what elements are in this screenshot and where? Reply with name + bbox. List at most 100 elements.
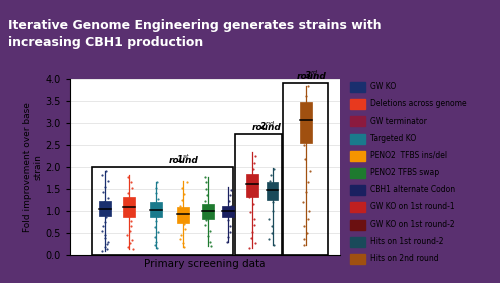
Point xyxy=(181,216,189,221)
Point xyxy=(180,245,188,249)
Point xyxy=(270,200,278,204)
Point xyxy=(302,190,310,195)
Point xyxy=(128,237,136,242)
Point xyxy=(251,241,259,246)
Point xyxy=(300,237,308,242)
Bar xyxy=(246,173,258,197)
Point xyxy=(247,187,255,191)
Bar xyxy=(92,167,234,255)
Bar xyxy=(350,185,364,195)
Point xyxy=(266,216,274,221)
Bar xyxy=(284,83,328,255)
Point xyxy=(226,193,234,198)
Point xyxy=(128,247,136,252)
Text: round: round xyxy=(252,113,282,132)
Point xyxy=(226,204,234,209)
Point xyxy=(101,185,109,189)
Point xyxy=(248,230,256,234)
Point xyxy=(225,199,233,203)
Bar xyxy=(350,117,364,127)
Point xyxy=(156,205,164,210)
X-axis label: Primary screening data: Primary screening data xyxy=(144,259,266,269)
Point xyxy=(154,230,162,234)
Bar xyxy=(222,205,234,217)
Text: 1$^{st}$: 1$^{st}$ xyxy=(176,152,190,165)
Point xyxy=(268,230,276,235)
Point xyxy=(300,157,308,161)
Point xyxy=(305,129,313,133)
Point xyxy=(124,191,132,196)
Point xyxy=(124,209,132,214)
Text: GW terminator: GW terminator xyxy=(370,117,428,126)
Point xyxy=(250,154,258,158)
Text: GW KO: GW KO xyxy=(370,82,397,91)
Point xyxy=(304,180,312,185)
Point xyxy=(226,209,234,213)
Point xyxy=(124,245,132,249)
Point xyxy=(152,191,160,196)
Point xyxy=(100,245,108,249)
Text: Iterative Genome Engineering generates strains with: Iterative Genome Engineering generates s… xyxy=(8,19,381,32)
Point xyxy=(204,234,212,239)
Point xyxy=(202,187,210,191)
Point xyxy=(182,212,190,216)
Point xyxy=(300,143,308,147)
Bar xyxy=(202,204,213,219)
Point xyxy=(224,218,232,223)
Point xyxy=(204,203,212,208)
Text: 2$^{nd}$: 2$^{nd}$ xyxy=(259,119,276,132)
Point xyxy=(270,243,278,247)
Bar xyxy=(99,201,111,216)
Point xyxy=(152,186,160,190)
Point xyxy=(202,180,210,185)
Point xyxy=(99,190,107,195)
Point xyxy=(104,195,112,200)
Point xyxy=(265,237,273,242)
Text: Deletions across genome: Deletions across genome xyxy=(370,99,467,108)
Point xyxy=(176,237,184,242)
Point xyxy=(125,196,133,201)
Point xyxy=(128,180,136,185)
Point xyxy=(300,243,308,247)
Point xyxy=(102,242,110,246)
Point xyxy=(306,169,314,174)
Point xyxy=(126,229,134,233)
Bar xyxy=(124,197,136,217)
Point xyxy=(152,219,160,224)
Point xyxy=(124,174,132,179)
Point xyxy=(245,245,253,250)
Point xyxy=(300,224,308,228)
Point xyxy=(303,230,311,235)
Point xyxy=(124,201,132,205)
Point xyxy=(100,224,108,228)
Point xyxy=(248,173,256,178)
Point xyxy=(304,83,312,88)
Point xyxy=(180,208,188,212)
Point xyxy=(154,180,162,185)
Point xyxy=(152,235,160,239)
Point xyxy=(153,246,161,250)
Point xyxy=(152,239,160,244)
Bar xyxy=(350,151,364,161)
Point xyxy=(206,208,214,212)
Point xyxy=(202,174,209,179)
Bar xyxy=(178,207,190,223)
Point xyxy=(250,180,258,185)
Text: Hits on 2nd round: Hits on 2nd round xyxy=(370,254,439,263)
Point xyxy=(304,216,312,221)
Point xyxy=(104,239,112,244)
Point xyxy=(224,213,232,218)
Point xyxy=(98,173,106,177)
Point xyxy=(179,241,187,246)
Point xyxy=(101,220,109,224)
Point xyxy=(250,216,258,221)
Point xyxy=(246,209,254,214)
Point xyxy=(176,203,184,208)
Bar xyxy=(350,220,364,230)
Bar xyxy=(350,254,364,264)
Point xyxy=(227,188,235,192)
Point xyxy=(180,192,188,196)
Point xyxy=(266,173,274,177)
Text: 3$^{rd}$: 3$^{rd}$ xyxy=(304,68,319,81)
Point xyxy=(126,205,134,210)
